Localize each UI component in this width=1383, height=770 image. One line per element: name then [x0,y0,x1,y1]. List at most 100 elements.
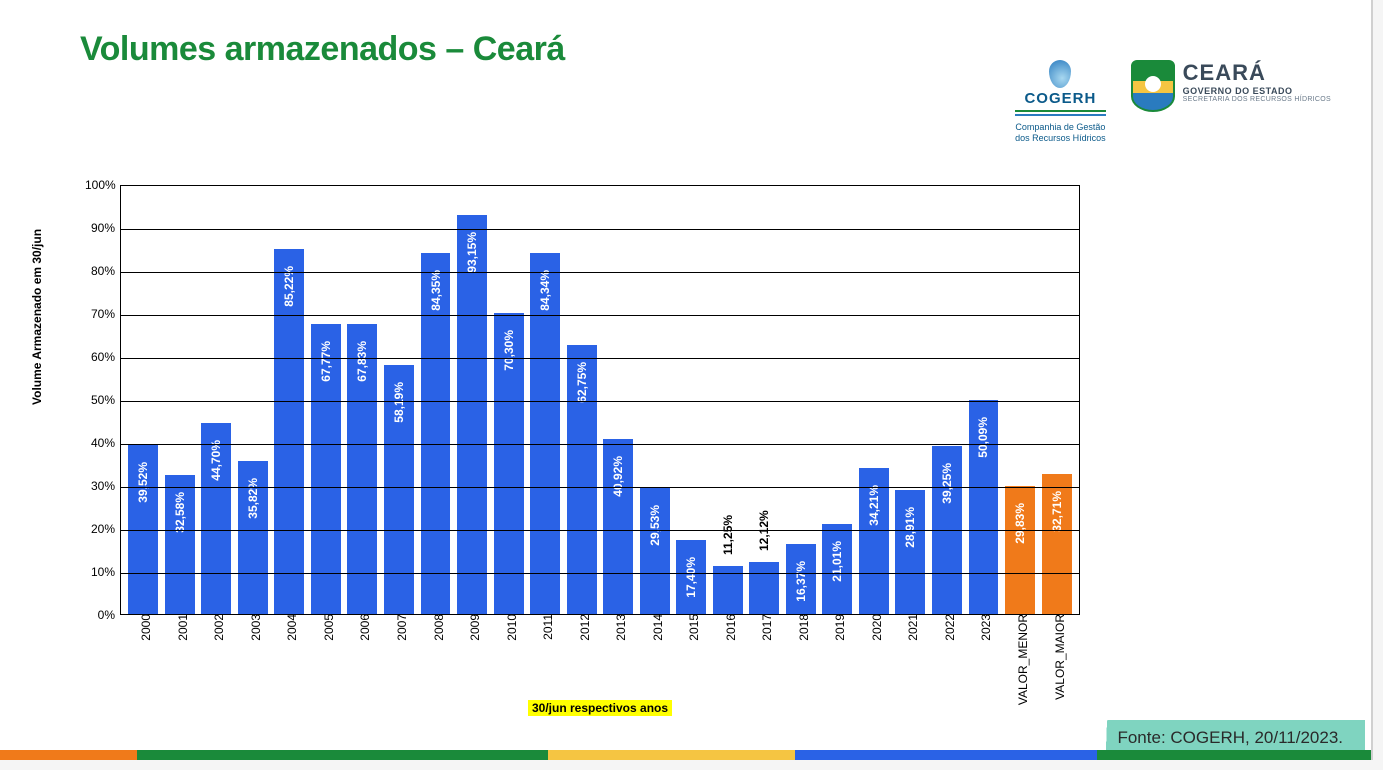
x-tick: 2006 [352,614,372,641]
y-tick: 90% [85,221,115,235]
bar-value-label: 32,58% [173,492,187,533]
x-tick: 2000 [133,614,153,641]
footer-stripe-segment [1097,750,1371,760]
bar: 32,58% [165,475,195,614]
bar-value-label: 67,77% [319,341,333,382]
bar: 40,92% [603,439,633,614]
grid-line [121,315,1079,316]
grid-line [121,573,1079,574]
grid-line [121,358,1079,359]
x-tick: 2001 [170,614,190,641]
bar-value-label: 67,83% [355,341,369,382]
bar-slot: 32,58%2001 [162,186,199,614]
header: Volumes armazenados – Ceará COGERH Compa… [80,30,1341,140]
bar: 85,22% [274,249,304,614]
bar: 44,70% [201,423,231,614]
footer-stripe-segment [0,750,137,760]
bar-value-label: 32,71% [1050,491,1064,532]
logo-group: COGERH Companhia de Gestão dos Recursos … [1015,60,1331,144]
y-tick: 100% [85,178,115,192]
bar: 12,12% [749,562,779,614]
bar: 29,83% [1005,486,1035,614]
x-tick: 2020 [864,614,884,641]
bar: 67,77% [311,324,341,614]
x-tick: 2018 [791,614,811,641]
footer-stripe-segment [795,750,1097,760]
grid-line [121,229,1079,230]
bar-value-label: 35,82% [246,478,260,519]
bar-slot: 32,71%VALOR_MAIOR [1038,186,1075,614]
y-tick: 70% [85,307,115,321]
bar-value-label: 84,35% [429,270,443,311]
bar-slot: 50,09%2023 [965,186,1002,614]
bar-slot: 29,53%2014 [636,186,673,614]
bar-slot: 34,21%2020 [856,186,893,614]
bar-slot: 84,35%2008 [417,186,454,614]
bar: 35,82% [238,461,268,614]
bar-slot: 85,22%2004 [271,186,308,614]
bar: 93,15% [457,215,487,614]
x-tick: 2005 [316,614,336,641]
bar-slot: 62,75%2012 [563,186,600,614]
bar-value-label: 39,52% [136,462,150,503]
bar-slot: 58,19%2007 [381,186,418,614]
bar-slot: 16,37%2018 [783,186,820,614]
footer-stripe-segment [137,750,548,760]
x-tick: VALOR_MENOR [1010,614,1030,705]
y-tick: 50% [85,393,115,407]
bars-container: 39,52%200032,58%200144,70%200235,82%2003… [121,186,1079,614]
y-tick: 0% [85,608,115,622]
x-tick: 2013 [608,614,628,641]
slide: Volumes armazenados – Ceará COGERH Compa… [0,0,1373,760]
bar-value-label: 84,34% [538,270,552,311]
x-tick: 2023 [973,614,993,641]
bar-slot: 40,92%2013 [600,186,637,614]
grid-line [121,530,1079,531]
footer-stripe-segment [548,750,795,760]
bar-slot: 12,12%2017 [746,186,783,614]
bar-value-label: 62,75% [575,362,589,403]
chart: Volume Armazenado em 30/jun 39,52%200032… [40,175,1100,735]
ceara-text: CEARÁ GOVERNO DO ESTADO SECRETARIA DOS R… [1183,60,1331,112]
x-tick: 2015 [681,614,701,641]
x-tick: 2012 [572,614,592,641]
bar-value-label: 40,92% [611,456,625,497]
bar: 50,09% [969,400,999,614]
bar: 58,19% [384,365,414,614]
x-tick: 2009 [462,614,482,641]
x-tick: 2007 [389,614,409,641]
plot-area: 39,52%200032,58%200144,70%200235,82%2003… [120,185,1080,615]
bar-value-label: 11,25% [721,515,735,555]
footer-stripe [0,750,1371,760]
bar: 84,35% [421,253,451,614]
x-tick: 2003 [243,614,263,641]
bar-slot: 84,34%2011 [527,186,564,614]
bar-value-label: 34,21% [867,485,881,526]
x-tick: 2011 [535,614,555,640]
x-tick: 2016 [718,614,738,641]
x-tick: 2002 [206,614,226,641]
y-tick: 20% [85,522,115,536]
bar-value-label: 58,19% [392,382,406,423]
bar-value-label: 29,53% [648,505,662,546]
x-tick: 2004 [279,614,299,641]
bar-slot: 67,83%2006 [344,186,381,614]
bar-slot: 35,82%2003 [235,186,272,614]
x-tick: 2008 [426,614,446,641]
grid-line [121,444,1079,445]
x-tick: 2019 [827,614,847,641]
x-tick: 2010 [499,614,519,641]
bar-slot: 39,25%2022 [929,186,966,614]
grid-line [121,401,1079,402]
bar-value-label: 39,25% [940,463,954,504]
bar: 21,01% [822,524,852,614]
bar: 29,53% [640,488,670,614]
ceara-name: CEARÁ [1183,60,1331,86]
y-tick: 10% [85,565,115,579]
bar-slot: 39,52%2000 [125,186,162,614]
bar: 32,71% [1042,474,1072,614]
bar-value-label: 28,91% [903,507,917,548]
bar-slot: 29,83%VALOR_MENOR [1002,186,1039,614]
y-tick: 30% [85,479,115,493]
bar: 34,21% [859,468,889,614]
